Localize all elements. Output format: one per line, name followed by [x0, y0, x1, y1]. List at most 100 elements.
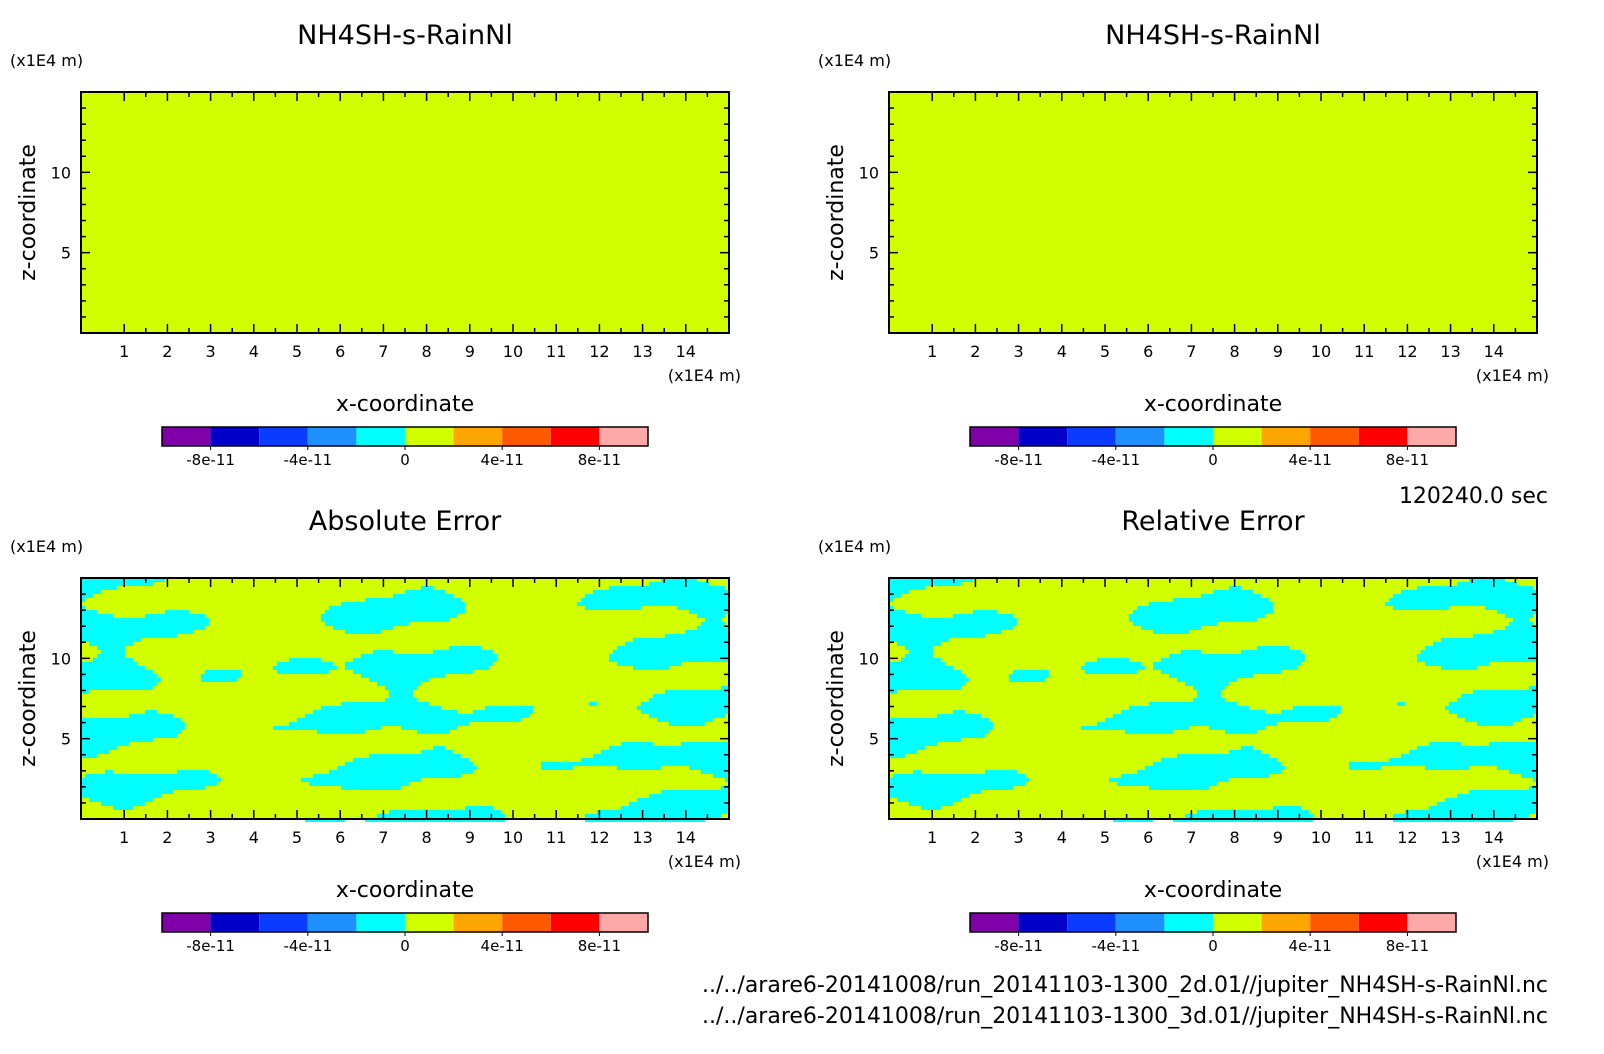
colorbar-swatch: [1213, 427, 1262, 446]
chart-panel-1: NH4SH-s-RainNl(x1E4 m)1 2 3 4 5 6 7 8 9 10 11 12 13 1…: [10, 20, 741, 469]
x-tick-label: 8: [422, 342, 432, 361]
colorbar-swatch: [259, 427, 308, 446]
colorbar-swatch: [356, 913, 405, 932]
colorbar-tick-label: -4e-11: [1091, 937, 1140, 955]
colorbar-tick-label: 8e-11: [578, 937, 621, 955]
y-tick-label: 5: [869, 244, 879, 263]
error-contour-region: [889, 578, 1537, 822]
x-tick-label: 11: [546, 828, 566, 847]
colorbar-tick-label: 0: [1208, 937, 1218, 955]
colorbar-swatch: [405, 427, 454, 446]
x-tick-label: 10: [503, 342, 523, 361]
y-tick-label: 5: [61, 244, 71, 263]
chart-title: Absolute Error: [309, 506, 502, 537]
x-tick-label: 14: [1484, 828, 1504, 847]
x-tick-label: 5: [1100, 828, 1110, 847]
x-tick-label: 3: [206, 342, 216, 361]
colorbar-swatch: [307, 427, 357, 446]
x-tick-label: 7: [1186, 828, 1196, 847]
colorbar-tick-label: 4e-11: [1289, 451, 1332, 469]
chart-panel-3: Absolute Error(x1E4 m)1 2 3 4 5 6 7 8 9 10 11 12 13 1…: [10, 506, 741, 955]
x-tick-label: 8: [1230, 342, 1240, 361]
colorbar-swatch: [210, 427, 260, 446]
colorbar-tick-label: 8e-11: [1386, 451, 1429, 469]
x-tick-label: 3: [206, 828, 216, 847]
file-path-1: ../../arare6-20141008/run_20141103-1300_…: [702, 973, 1548, 998]
colorbar-swatch: [162, 913, 211, 932]
x-axis-label: x-coordinate: [336, 392, 474, 417]
colorbar-tick-label: -4e-11: [283, 937, 332, 955]
colorbar-swatch: [1261, 427, 1311, 446]
colorbar-swatch: [1358, 913, 1408, 932]
x-tick-label: 9: [465, 342, 475, 361]
colorbar-swatch: [1018, 427, 1068, 446]
x-tick-label: 4: [249, 828, 259, 847]
colorbar-swatch: [1067, 427, 1116, 446]
x-tick-label: 11: [546, 342, 566, 361]
x-tick-label: 4: [249, 342, 259, 361]
colorbar-tick-label: 0: [400, 451, 410, 469]
x-tick-label: 8: [422, 828, 432, 847]
colorbar-swatch: [162, 427, 211, 446]
x-tick-label: 5: [1100, 342, 1110, 361]
y-tick-label: 5: [61, 730, 71, 749]
x-tick-label: 13: [632, 342, 652, 361]
x-unit-label: (x1E4 m): [668, 366, 741, 385]
time-label: 120240.0 sec: [1399, 484, 1548, 509]
x-tick-label: 9: [465, 828, 475, 847]
y-tick-label: 10: [859, 163, 879, 182]
x-tick-label: 11: [1354, 342, 1374, 361]
colorbar-swatch: [1358, 427, 1408, 446]
colorbar-tick-label: 0: [1208, 451, 1218, 469]
colorbar-tick-label: -8e-11: [994, 451, 1043, 469]
chart-title: NH4SH-s-RainNl: [1105, 20, 1321, 51]
y-tick-label: 10: [51, 649, 71, 668]
colorbar-tick-label: 8e-11: [578, 451, 621, 469]
y-unit-label: (x1E4 m): [10, 537, 83, 556]
colorbar-swatch: [1115, 913, 1165, 932]
x-axis-label: x-coordinate: [1144, 392, 1282, 417]
y-axis-label: z-coordinate: [824, 630, 849, 767]
chart-panel-4: Relative Error(x1E4 m)1 2 3 4 5 6 7 8 9 10 11 12 13 1…: [818, 506, 1549, 955]
x-tick-label: 9: [1273, 828, 1283, 847]
x-tick-label: 10: [503, 828, 523, 847]
colorbar-swatch: [1407, 913, 1456, 932]
colorbar-swatch: [1018, 913, 1068, 932]
colorbar-tick-label: 8e-11: [1386, 937, 1429, 955]
x-tick-label: 7: [378, 342, 388, 361]
y-axis-label: z-coordinate: [16, 630, 41, 767]
colorbar-swatch: [1407, 427, 1456, 446]
x-tick-label: 7: [378, 828, 388, 847]
x-tick-label: 10: [1311, 342, 1331, 361]
x-tick-label: 12: [1397, 342, 1417, 361]
x-tick-label: 12: [589, 828, 609, 847]
y-axis-label: z-coordinate: [16, 144, 41, 281]
colorbar-swatch: [1067, 913, 1116, 932]
x-tick-label: 2: [162, 828, 172, 847]
field-background: [889, 92, 1537, 333]
y-unit-label: (x1E4 m): [818, 537, 891, 556]
chart-title: Relative Error: [1121, 506, 1305, 537]
colorbar-swatch: [453, 427, 503, 446]
colorbar-swatch: [970, 913, 1019, 932]
colorbar-swatch: [1310, 427, 1359, 446]
x-tick-label: 13: [632, 828, 652, 847]
x-tick-label: 6: [335, 828, 345, 847]
error-contour-region: [81, 578, 729, 822]
colorbar-swatch: [599, 913, 648, 932]
colorbar-swatch: [1115, 427, 1165, 446]
x-tick-label: 12: [1397, 828, 1417, 847]
colorbar-tick-label: -8e-11: [994, 937, 1043, 955]
x-tick-label: 5: [292, 828, 302, 847]
x-tick-label: 1: [119, 828, 129, 847]
colorbar-tick-label: 0: [400, 937, 410, 955]
y-tick-label: 10: [859, 649, 879, 668]
colorbar-tick-label: 4e-11: [481, 451, 524, 469]
colorbar-tick-label: -8e-11: [186, 937, 235, 955]
x-tick-label: 4: [1057, 828, 1067, 847]
colorbar-swatch: [405, 913, 454, 932]
colorbar-tick-label: -4e-11: [283, 451, 332, 469]
colorbar-swatch: [1310, 913, 1359, 932]
x-tick-label: 13: [1440, 342, 1460, 361]
